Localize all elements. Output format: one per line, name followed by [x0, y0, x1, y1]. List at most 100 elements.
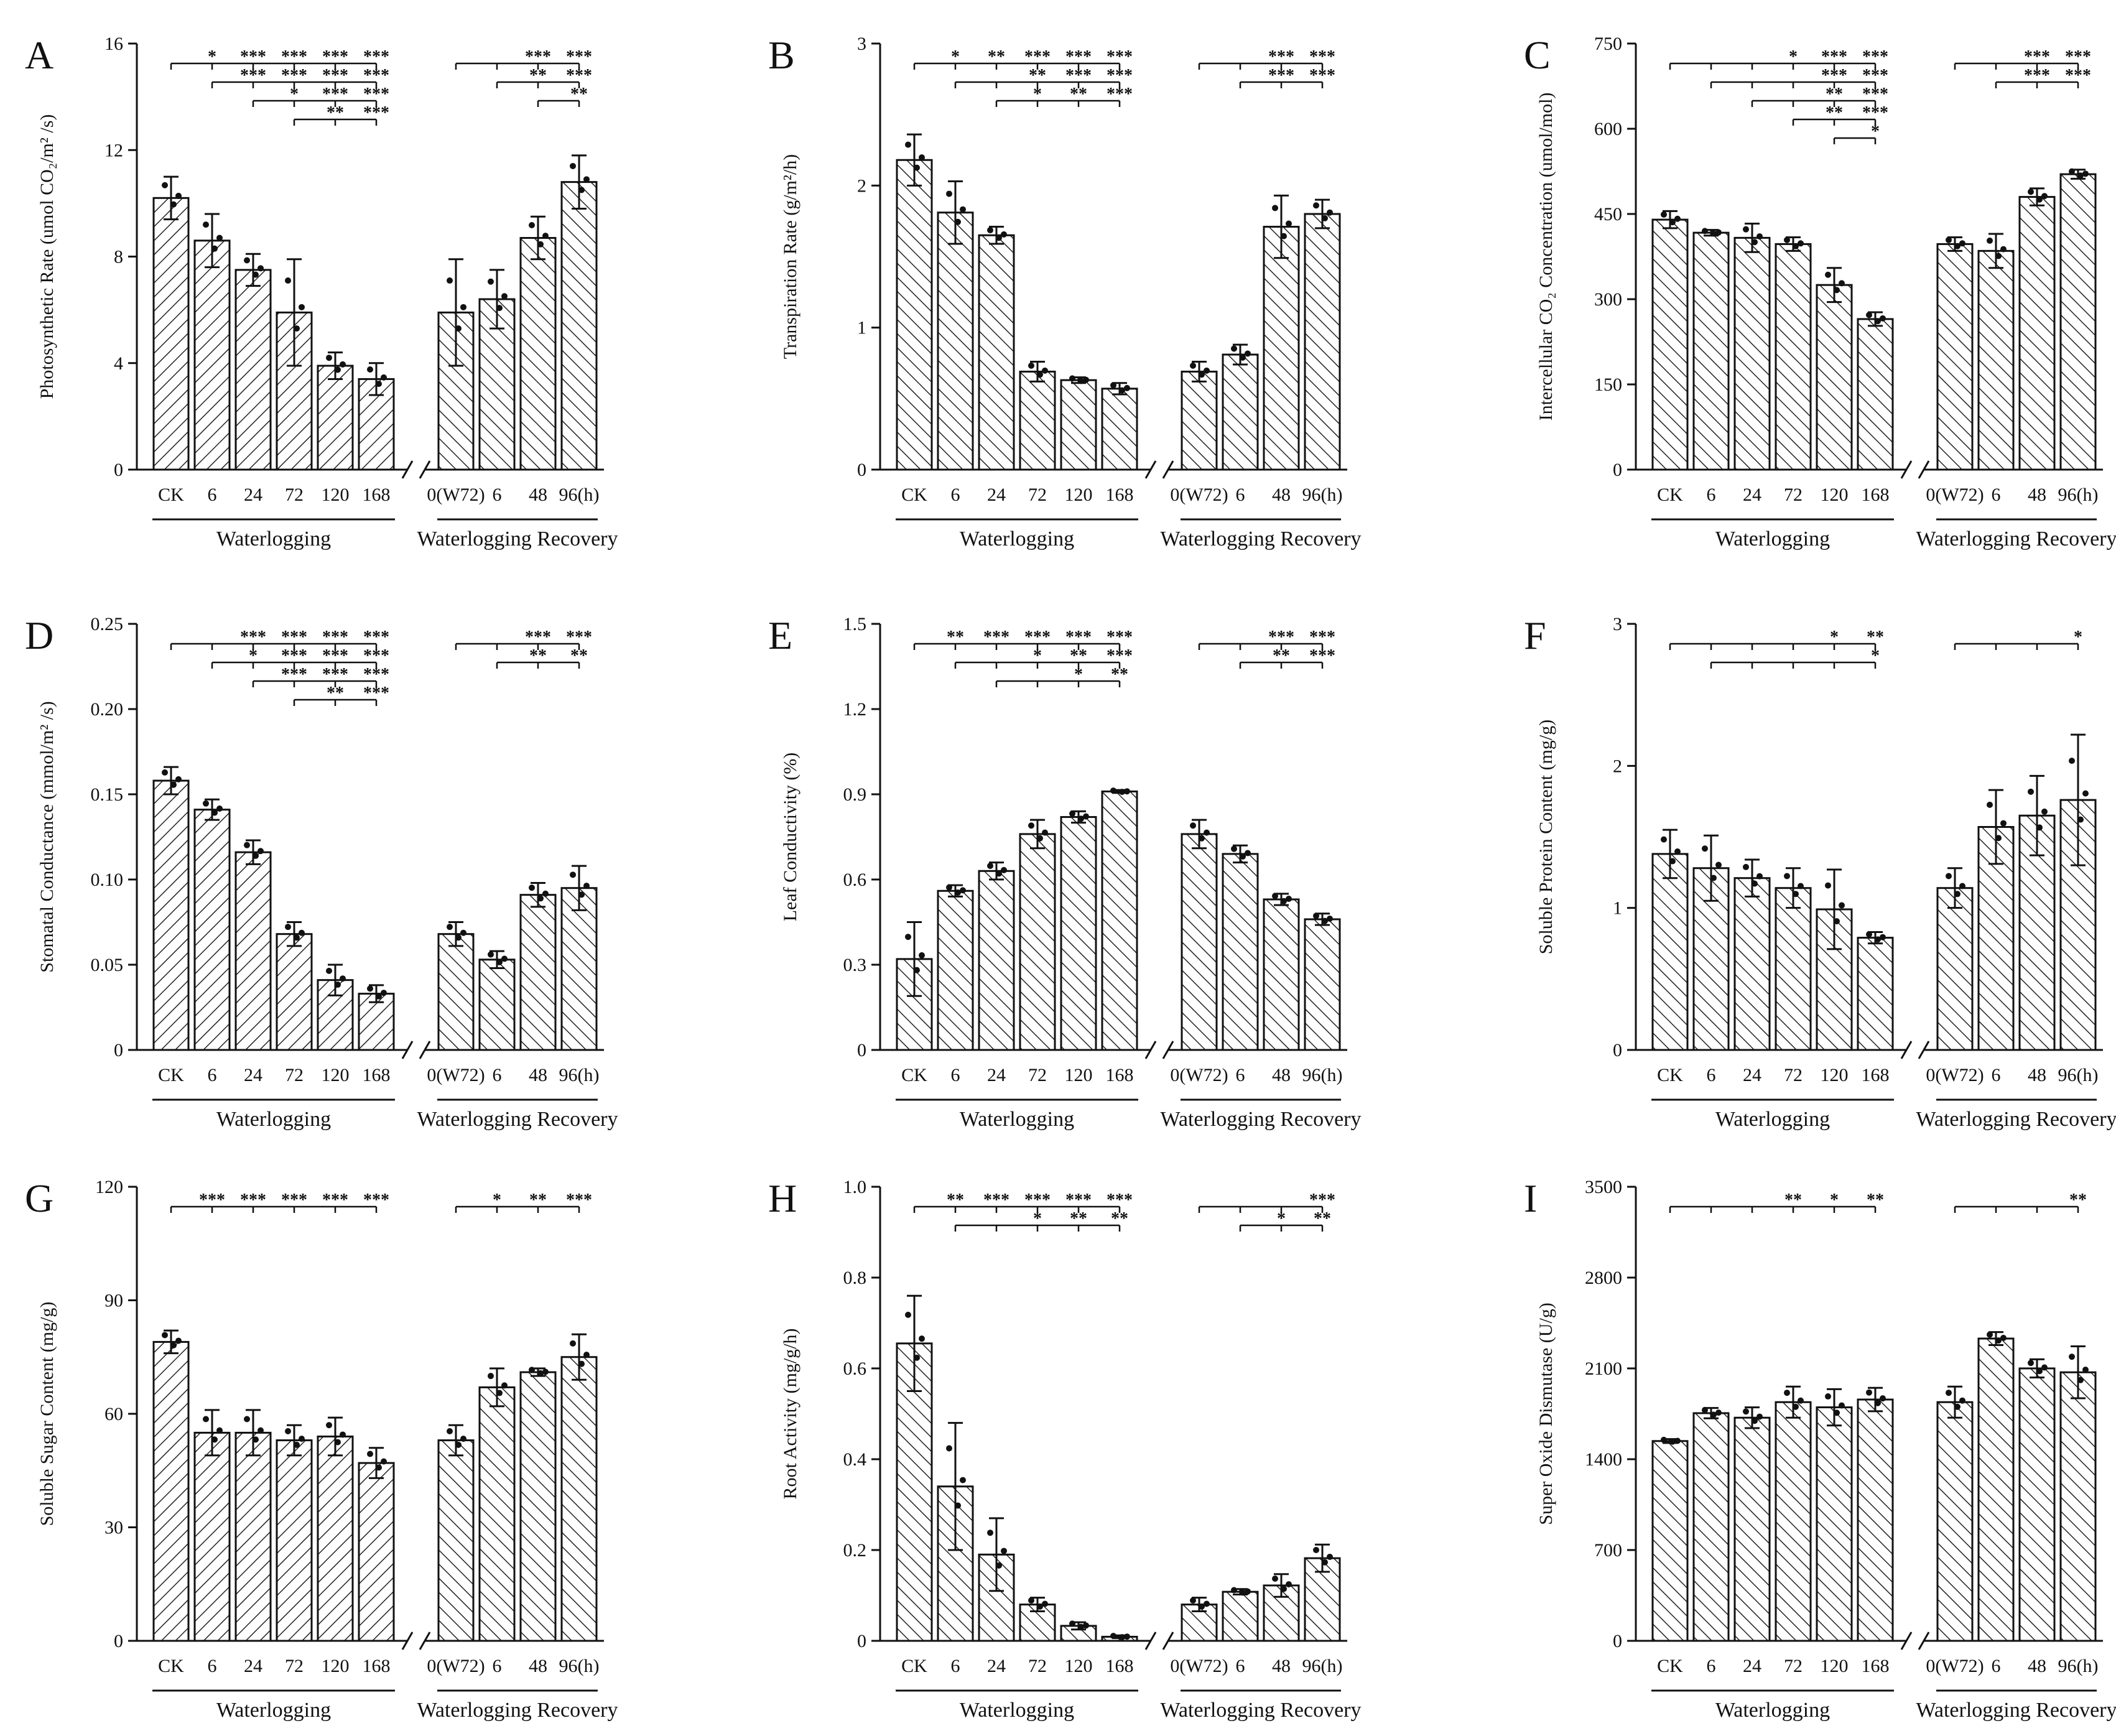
sig-mark: *** — [322, 665, 348, 684]
sig-mark: *** — [1309, 47, 1335, 67]
y-tick-label: 0.20 — [91, 699, 124, 720]
data-point — [955, 889, 961, 896]
data-point — [460, 1436, 466, 1442]
data-point — [1987, 801, 1993, 808]
x-tick-label: 168 — [363, 1065, 391, 1085]
data-point — [1231, 1587, 1237, 1594]
x-tick-label: 72 — [1028, 1065, 1047, 1085]
data-point — [1702, 845, 1708, 852]
y-tick-label: 12 — [104, 140, 123, 160]
x-tick-label: 24 — [1743, 1065, 1761, 1085]
y-tick-label: 0.25 — [91, 614, 124, 634]
x-tick-label: 72 — [285, 1065, 304, 1085]
y-tick-label: 2100 — [1585, 1358, 1622, 1379]
data-point — [488, 1373, 494, 1380]
x-tick-label: 6 — [208, 1656, 217, 1676]
x-tick-label: 96(h) — [559, 1065, 600, 1085]
axis-break — [419, 1041, 431, 1059]
bar — [896, 1342, 933, 1642]
data-point — [1752, 1418, 1758, 1424]
data-point — [253, 1436, 259, 1443]
data-point — [955, 1502, 961, 1509]
data-point — [299, 304, 305, 310]
x-tick-label: 6 — [1707, 485, 1716, 505]
panel-letter: H — [768, 1176, 797, 1220]
x-tick-label: 24 — [244, 1656, 262, 1676]
bar — [1651, 1440, 1689, 1642]
sig-mark: * — [1789, 47, 1798, 67]
data-point — [1245, 850, 1251, 856]
sig-mark: *** — [566, 47, 592, 67]
sig-mark: ** — [1070, 85, 1087, 104]
sig-mark: *** — [240, 47, 266, 67]
sig-mark: *** — [1862, 85, 1888, 104]
y-tick-label: 0.05 — [91, 955, 124, 975]
data-point — [919, 952, 925, 959]
sig-mark: *** — [1107, 66, 1133, 85]
y-tick-label: 150 — [1594, 374, 1622, 395]
data-point — [1028, 362, 1034, 369]
panel-h: H 0 0.2 0.4 0.6 0.8 1.0 Root Activity (mg/g/h) C… — [768, 1176, 1361, 1722]
x-tick-label: 96(h) — [2058, 1065, 2099, 1085]
data-point — [2028, 1360, 2034, 1367]
data-point — [905, 934, 911, 940]
data-point — [1793, 243, 1799, 249]
sig-mark: ** — [1070, 1209, 1087, 1228]
bar — [519, 1371, 557, 1642]
bar — [193, 1431, 231, 1642]
data-point — [294, 934, 300, 941]
x-tick-label: CK — [901, 485, 927, 505]
sig-mark: *** — [1862, 66, 1888, 85]
x-tick-label: 24 — [987, 1656, 1006, 1676]
data-point — [2036, 196, 2043, 203]
x-tick-label: 168 — [363, 485, 391, 505]
x-tick-label: 24 — [987, 485, 1006, 505]
bar — [1222, 853, 1259, 1051]
x-tick-label: 96(h) — [2058, 485, 2099, 505]
data-point — [1028, 1597, 1034, 1604]
bar — [1977, 1337, 2015, 1642]
data-point — [1190, 822, 1196, 829]
bar — [1019, 833, 1056, 1051]
x-tick-label: CK — [158, 1065, 184, 1085]
y-tick-label: 4 — [114, 353, 123, 374]
y-tick-label: 1.2 — [843, 699, 867, 720]
data-point — [367, 1451, 373, 1457]
x-tick-label: 96(h) — [559, 485, 600, 505]
data-point — [578, 891, 585, 898]
group-label: Waterlogging Recovery — [1916, 1699, 2116, 1722]
group-label: Waterlogging — [216, 1108, 331, 1131]
data-point — [542, 1368, 549, 1375]
data-point — [1042, 367, 1048, 374]
data-point — [1240, 1589, 1246, 1596]
data-point — [1866, 931, 1872, 938]
data-point — [2069, 1353, 2075, 1360]
data-point — [1752, 880, 1758, 887]
y-axis-label: Super Oxide Dismutase (U/g) — [1536, 1302, 1556, 1525]
y-tick-label: 2 — [857, 175, 866, 196]
data-point — [376, 1464, 382, 1471]
panel-b: B 0 1 2 3 Transpiration Rate (g/m²/h) CK 6 24 72 1… — [768, 33, 1361, 550]
data-point — [244, 842, 250, 848]
data-point — [253, 271, 259, 278]
x-tick-label: 72 — [285, 1656, 304, 1676]
y-tick-label: 300 — [1594, 289, 1622, 310]
data-point — [919, 1335, 925, 1342]
panel-letter: D — [25, 613, 53, 657]
sig-mark: *** — [2065, 66, 2091, 85]
sig-mark: *** — [240, 66, 266, 85]
sig-mark: ** — [988, 47, 1005, 67]
data-point — [367, 985, 373, 992]
x-tick-label: 72 — [1028, 485, 1047, 505]
data-point — [1743, 1408, 1749, 1415]
sig-mark: * — [1830, 628, 1839, 647]
data-point — [1204, 829, 1210, 836]
x-tick-label: 6 — [1707, 1065, 1716, 1085]
data-point — [216, 805, 223, 812]
bar — [317, 1436, 354, 1642]
sig-mark: *** — [2024, 47, 2050, 67]
data-point — [203, 800, 209, 807]
y-tick-label: 3 — [1613, 614, 1622, 634]
data-point — [529, 884, 535, 891]
data-point — [211, 1436, 218, 1443]
